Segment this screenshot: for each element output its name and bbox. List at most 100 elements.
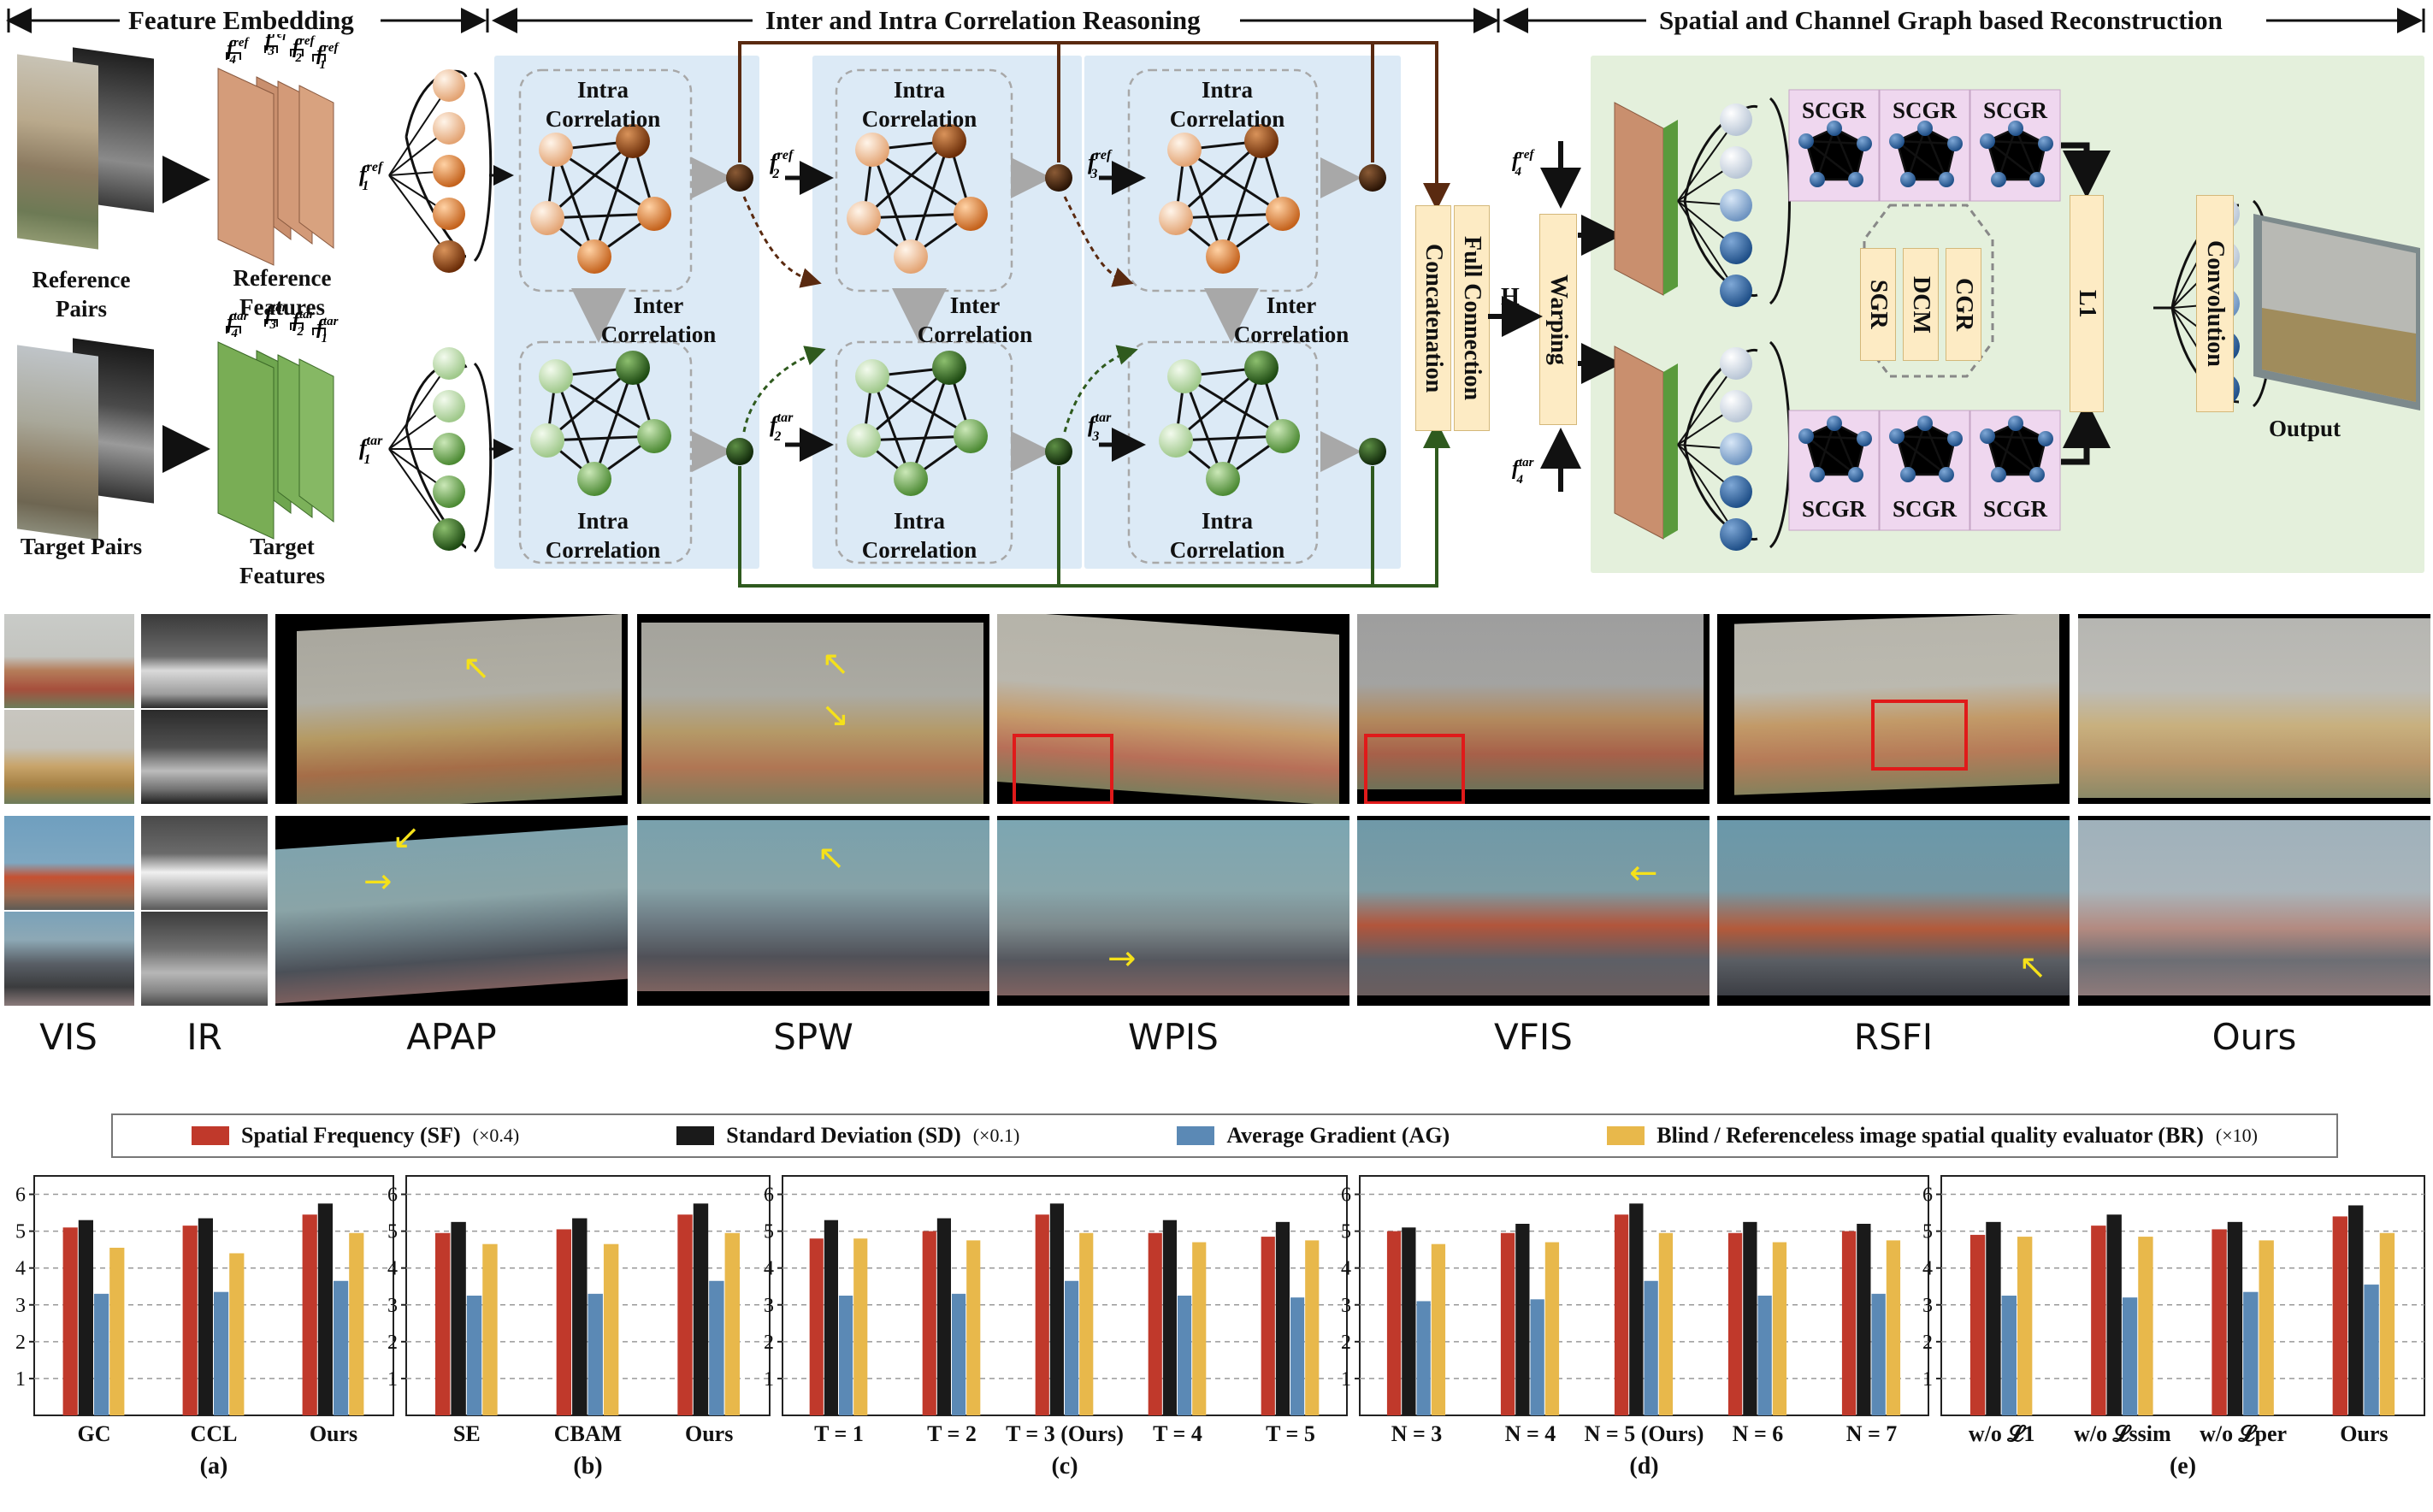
chart-frame-4 [1940,1175,2425,1416]
bar [1757,1296,1772,1415]
x-category-label: SE [453,1421,481,1446]
vis-thumbnail-row1-top [4,614,134,708]
bar [1841,1231,1857,1415]
scgr-boxes-top [1788,89,2061,202]
x-category-label: T = 4 [1153,1421,1202,1446]
wpis-result-row1 [997,614,1349,804]
x-category-label: Ours [685,1421,733,1446]
bar [1614,1214,1629,1415]
y-tick-label: 1 [764,1368,774,1391]
bar [588,1293,603,1415]
scgr-label-bottom-1: SCGR [1801,496,1866,522]
chart-caption: (e) [2170,1453,2196,1480]
highlight-arrow-vfis-row2: ← [1629,853,1658,893]
x-category-label: N = 6 [1733,1421,1784,1446]
bar [1986,1221,2001,1415]
ir-thumbnail-row1-bottom [141,710,268,804]
full-connection-label: Full Connection [1459,235,1485,401]
recon-ref-node-column [1677,97,1791,307]
vfis-result-row1 [1357,614,1710,804]
intra-correlation-label-2b: Intra Correlation [861,508,977,563]
spw-result-row1 [637,614,989,804]
bar [435,1232,451,1415]
y-tick-label: 2 [1341,1332,1351,1354]
bar [317,1203,333,1415]
bar [839,1296,853,1415]
graph-stage-3 [1127,68,1361,564]
chart-caption: (b) [573,1453,602,1480]
spw-result-row2 [637,816,989,1006]
y-tick-label: 2 [1922,1332,1933,1354]
inter-correlation-label-1: Inter Correlation [600,292,717,347]
bar [2138,1237,2153,1415]
y-tick-label: 1 [387,1368,398,1391]
bar [2212,1229,2227,1415]
l1-block: L1 [2070,195,2104,412]
legend-swatch-br [1607,1126,1645,1145]
x-category-label: N = 4 [1505,1421,1556,1446]
cgr-block: CGR [1946,248,1981,361]
warping-label: Warping [1545,274,1572,365]
bar [482,1243,498,1415]
x-category-label: N = 3 [1391,1421,1443,1446]
y-tick-label: 6 [387,1184,398,1207]
ir-thumbnail-row1-top [141,614,268,708]
x-category-label: T = 5 [1266,1421,1315,1446]
legend-item-sf: Spatial Frequency (SF) (×0.4) [192,1123,519,1149]
intra-correlation-label-2a: Intra Correlation [861,77,977,132]
legend-scale-sf: (×0.4) [472,1125,520,1146]
correlation-reasoning-header: Inter and Intra Correlation Reasoning [765,5,1201,35]
highlight-arrow-rsfi-row2: ↖ [2018,948,2047,987]
f1-tar-input: ftar 1 [359,434,383,467]
bar [1969,1234,1986,1415]
scgr-detail-outline [1863,204,1994,378]
bar [1386,1231,1402,1415]
recon-tar-node-column [1677,340,1791,551]
highlight-arrow-wpis-row2: → [1107,939,1137,978]
stage-1-tar-output-node [726,438,753,465]
bar [572,1218,588,1415]
apap-result-row2 [275,816,628,1006]
highlight-arrow-apap-row2b: → [363,862,393,901]
y-tick-label: 3 [1341,1295,1351,1317]
x-category-label: w/o 𝓛ssim [2074,1421,2171,1446]
ours-result-row2 [2078,816,2430,1006]
inter-correlation-label-2: Inter Correlation [917,292,1033,347]
y-tick-label: 5 [1922,1221,1933,1243]
bar [2091,1226,2106,1415]
f1-tar-nodes [388,347,514,553]
bar [302,1214,317,1415]
rsfi-result-row1 [1717,614,2070,804]
method-label-spw: SPW [773,1016,853,1058]
bar [1658,1232,1674,1415]
bar [62,1227,78,1415]
legend-item-ag: Average Gradient (AG) [1177,1123,1450,1149]
chart-caption: (a) [200,1453,228,1480]
bar [556,1229,572,1415]
cgr-label: CGR [1951,277,1977,332]
scgr-label-top-2: SCGR [1892,97,1957,123]
y-tick-label: 3 [1922,1295,1933,1317]
y-tick-label: 2 [15,1332,26,1354]
stage-2-ref-output-node [1045,164,1072,192]
concatenation-block: Concatenation [1415,205,1451,431]
bar [349,1232,364,1415]
y-tick-label: 5 [15,1221,26,1243]
bar [922,1231,936,1415]
highlight-arrow-spw-row1b: ↘ [821,695,850,735]
apap-result-row1 [275,614,628,804]
f4-tar-warp: ftar 4 [1512,456,1534,487]
legend-item-br: Blind / Referenceless image spatial qual… [1607,1123,2258,1149]
method-label-vis: VIS [39,1016,97,1058]
bar [1530,1299,1544,1415]
bar [1644,1280,1658,1415]
bar [1886,1240,1901,1415]
x-category-label: T = 1 [814,1421,864,1446]
scgr-label-bottom-3: SCGR [1982,496,2047,522]
bar [1035,1214,1049,1415]
bar [2259,1240,2274,1415]
intra-correlation-label-3a: Intra Correlation [1169,77,1285,132]
bar [1727,1232,1743,1415]
legend-label-ag: Average Gradient (AG) [1226,1123,1450,1148]
x-category-label: w/o 𝓛1 [1969,1421,2034,1446]
